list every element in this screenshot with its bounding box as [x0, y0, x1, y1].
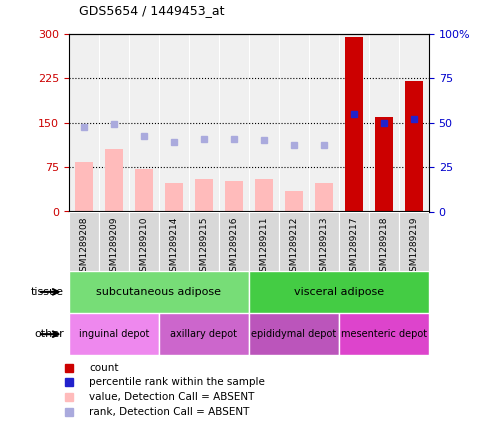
Bar: [105, 149, 123, 212]
Text: GSM1289214: GSM1289214: [170, 216, 178, 277]
Text: GSM1289215: GSM1289215: [200, 216, 209, 277]
Bar: [339, 313, 429, 355]
Text: GDS5654 / 1449453_at: GDS5654 / 1449453_at: [79, 4, 224, 17]
Bar: [69, 313, 159, 355]
Text: GSM1289217: GSM1289217: [350, 216, 358, 277]
Bar: [405, 81, 423, 212]
Bar: [375, 117, 393, 212]
Bar: [345, 37, 363, 212]
Text: GSM1289212: GSM1289212: [289, 216, 298, 277]
Text: GSM1289210: GSM1289210: [140, 216, 148, 277]
Text: percentile rank within the sample: percentile rank within the sample: [89, 377, 265, 387]
Bar: [315, 183, 333, 212]
Bar: [285, 191, 303, 212]
Bar: [225, 181, 243, 212]
Bar: [159, 313, 249, 355]
Text: GSM1289216: GSM1289216: [229, 216, 239, 277]
Bar: [69, 212, 99, 271]
Bar: [189, 212, 219, 271]
Bar: [279, 212, 309, 271]
Bar: [219, 212, 249, 271]
Bar: [339, 212, 369, 271]
Bar: [309, 212, 339, 271]
Bar: [369, 212, 399, 271]
Text: epididymal depot: epididymal depot: [251, 329, 337, 339]
Bar: [165, 183, 183, 212]
Text: GSM1289211: GSM1289211: [259, 216, 269, 277]
Text: GSM1289219: GSM1289219: [409, 216, 419, 277]
Text: count: count: [89, 363, 119, 373]
Bar: [195, 179, 213, 212]
Bar: [399, 212, 429, 271]
Bar: [75, 162, 93, 212]
Text: inguinal depot: inguinal depot: [79, 329, 149, 339]
Bar: [249, 313, 339, 355]
Bar: [249, 271, 429, 313]
Text: GSM1289218: GSM1289218: [380, 216, 388, 277]
Bar: [159, 212, 189, 271]
Bar: [255, 179, 273, 212]
Text: other: other: [35, 329, 64, 339]
Text: subcutaneous adipose: subcutaneous adipose: [97, 287, 221, 297]
Text: GSM1289208: GSM1289208: [79, 216, 89, 277]
Bar: [69, 271, 249, 313]
Text: mesenteric depot: mesenteric depot: [341, 329, 427, 339]
Text: visceral adipose: visceral adipose: [294, 287, 384, 297]
Bar: [129, 212, 159, 271]
Bar: [249, 212, 279, 271]
Bar: [135, 169, 153, 212]
Text: value, Detection Call = ABSENT: value, Detection Call = ABSENT: [89, 392, 255, 402]
Text: tissue: tissue: [31, 287, 64, 297]
Text: rank, Detection Call = ABSENT: rank, Detection Call = ABSENT: [89, 407, 250, 417]
Text: axillary depot: axillary depot: [171, 329, 238, 339]
Bar: [99, 212, 129, 271]
Text: GSM1289209: GSM1289209: [109, 216, 118, 277]
Text: GSM1289213: GSM1289213: [319, 216, 328, 277]
